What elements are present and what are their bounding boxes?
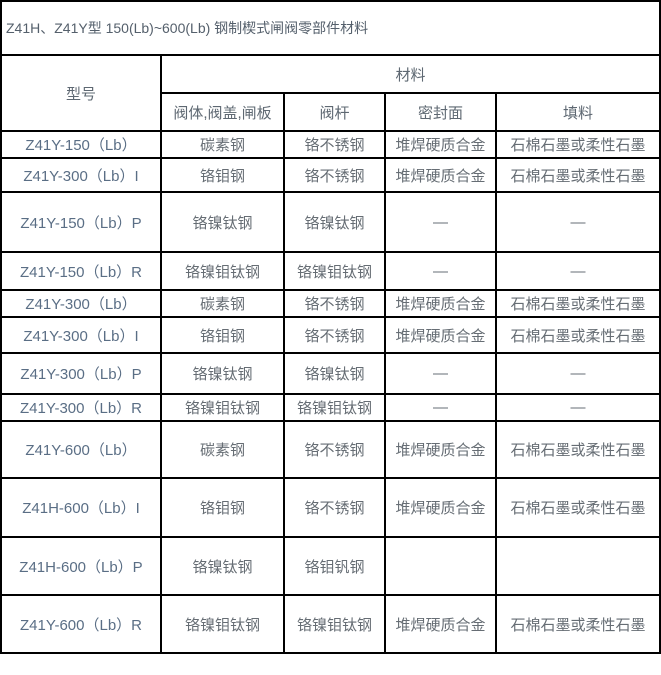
body-material-cell: 碳素钢 xyxy=(160,130,285,159)
body-material-cell: 铬镍钼钛钢 xyxy=(160,251,285,291)
valve-materials-table: Z41H、Z41Y型 150(Lb)~600(Lb) 钢制楔式闸阀零部件材料 型… xyxy=(0,0,661,654)
stem-material-cell: 铬镍钛钢 xyxy=(283,191,386,253)
seal-material-cell: 堆焊硬质合金 xyxy=(384,289,497,318)
stem-material-cell: 铬不锈钢 xyxy=(283,157,386,193)
column-header-sealing-face: 密封面 xyxy=(384,92,497,132)
packing-material-cell: — xyxy=(494,393,661,422)
title-row: Z41H、Z41Y型 150(Lb)~600(Lb) 钢制楔式闸阀零部件材料 xyxy=(0,0,661,56)
seal-material-cell: 堆焊硬质合金 xyxy=(384,477,497,538)
table-row: Z41Y-600（Lb） 碳素钢 铬不锈钢 堆焊硬质合金 石棉石墨或柔性石墨 xyxy=(0,420,661,479)
column-header-stem: 阀杆 xyxy=(283,92,386,132)
column-header-material-group: 材料 xyxy=(159,54,661,94)
model-cell: Z41Y-600（Lb）R xyxy=(0,594,162,654)
table-row: Z41Y-300（Lb） 碳素钢 铬不锈钢 堆焊硬质合金 石棉石墨或柔性石墨 xyxy=(0,289,661,318)
body-material-cell: 铬钼钢 xyxy=(160,477,285,538)
stem-material-cell: 铬不锈钢 xyxy=(283,316,386,354)
stem-material-cell: 铬镍钛钢 xyxy=(283,352,386,395)
model-cell: Z41Y-300（Lb） xyxy=(0,289,162,318)
seal-material-cell: — xyxy=(384,251,497,291)
column-header-model: 型号 xyxy=(0,54,162,132)
packing-material-cell xyxy=(494,536,661,596)
seal-material-cell: 堆焊硬质合金 xyxy=(384,157,497,193)
stem-material-cell: 铬不锈钢 xyxy=(283,420,386,479)
model-cell: Z41Y-150（Lb）P xyxy=(0,191,162,253)
seal-material-cell: 堆焊硬质合金 xyxy=(384,130,497,159)
header-row-sub: 阀体,阀盖,闸板 阀杆 密封面 填料 xyxy=(1,92,661,132)
body-material-cell: 铬钼钢 xyxy=(160,316,285,354)
stem-material-cell: 铬不锈钢 xyxy=(283,130,386,159)
packing-material-cell: 石棉石墨或柔性石墨 xyxy=(494,477,661,538)
seal-material-cell: 堆焊硬质合金 xyxy=(384,316,497,354)
stem-material-cell: 铬钼钒钢 xyxy=(283,536,386,596)
table-row: Z41Y-150（Lb） 碳素钢 铬不锈钢 堆焊硬质合金 石棉石墨或柔性石墨 xyxy=(0,130,661,159)
body-material-cell: 铬镍钛钢 xyxy=(160,191,285,253)
stem-material-cell: 铬镍钼钛钢 xyxy=(283,594,386,654)
model-cell: Z41Y-150（Lb）R xyxy=(0,251,162,291)
body-material-cell: 碳素钢 xyxy=(160,420,285,479)
seal-material-cell xyxy=(384,536,497,596)
seal-material-cell: — xyxy=(384,393,497,422)
table-row: Z41H-600（Lb）P 铬镍钛钢 铬钼钒钢 xyxy=(0,536,661,596)
table-row: Z41Y-600（Lb）R 铬镍钼钛钢 铬镍钼钛钢 堆焊硬质合金 石棉石墨或柔性… xyxy=(0,594,661,654)
table-row: Z41Y-300（Lb）I 铬钼钢 铬不锈钢 堆焊硬质合金 石棉石墨或柔性石墨 xyxy=(0,157,661,193)
model-cell: Z41H-600（Lb）P xyxy=(0,536,162,596)
body-material-cell: 铬镍钛钢 xyxy=(160,536,285,596)
model-cell: Z41Y-300（Lb）I xyxy=(0,316,162,354)
seal-material-cell: 堆焊硬质合金 xyxy=(384,420,497,479)
table-row: Z41Y-150（Lb）P 铬镍钛钢 铬镍钛钢 — — xyxy=(0,191,661,253)
column-header-packing: 填料 xyxy=(494,92,661,132)
stem-material-cell: 铬不锈钢 xyxy=(283,477,386,538)
packing-material-cell: 石棉石墨或柔性石墨 xyxy=(494,594,661,654)
packing-material-cell: — xyxy=(494,191,661,253)
packing-material-cell: 石棉石墨或柔性石墨 xyxy=(494,157,661,193)
model-cell: Z41Y-150（Lb） xyxy=(0,130,162,159)
table-row: Z41Y-150（Lb）R 铬镍钼钛钢 铬镍钼钛钢 — — xyxy=(0,251,661,291)
body-material-cell: 铬钼钢 xyxy=(160,157,285,193)
model-cell: Z41H-600（Lb）I xyxy=(0,477,162,538)
body-material-cell: 铬镍钼钛钢 xyxy=(160,594,285,654)
packing-material-cell: 石棉石墨或柔性石墨 xyxy=(494,289,661,318)
body-material-cell: 铬镍钛钢 xyxy=(160,352,285,395)
table-row: Z41Y-300（Lb）R 铬镍钼钛钢 铬镍钼钛钢 — — xyxy=(0,393,661,422)
model-cell: Z41Y-600（Lb） xyxy=(0,420,162,479)
body-material-cell: 碳素钢 xyxy=(160,289,285,318)
seal-material-cell: — xyxy=(384,352,497,395)
header-row-group: 型号 材料 xyxy=(0,54,661,132)
table-row: Z41Y-300（Lb）P 铬镍钛钢 铬镍钛钢 — — xyxy=(0,352,661,395)
packing-material-cell: — xyxy=(494,251,661,291)
packing-material-cell: — xyxy=(494,352,661,395)
packing-material-cell: 石棉石墨或柔性石墨 xyxy=(494,420,661,479)
model-cell: Z41Y-300（Lb）R xyxy=(0,393,162,422)
stem-material-cell: 铬镍钼钛钢 xyxy=(283,393,386,422)
seal-material-cell: — xyxy=(384,191,497,253)
table-row: Z41H-600（Lb）I 铬钼钢 铬不锈钢 堆焊硬质合金 石棉石墨或柔性石墨 xyxy=(0,477,661,538)
packing-material-cell: 石棉石墨或柔性石墨 xyxy=(494,130,661,159)
stem-material-cell: 铬镍钼钛钢 xyxy=(283,251,386,291)
body-material-cell: 铬镍钼钛钢 xyxy=(160,393,285,422)
table-row: Z41Y-300（Lb）I 铬钼钢 铬不锈钢 堆焊硬质合金 石棉石墨或柔性石墨 xyxy=(0,316,661,354)
table-title: Z41H、Z41Y型 150(Lb)~600(Lb) 钢制楔式闸阀零部件材料 xyxy=(0,0,661,56)
model-cell: Z41Y-300（Lb）P xyxy=(0,352,162,395)
stem-material-cell: 铬不锈钢 xyxy=(283,289,386,318)
packing-material-cell: 石棉石墨或柔性石墨 xyxy=(494,316,661,354)
model-cell: Z41Y-300（Lb）I xyxy=(0,157,162,193)
column-header-body-bonnet-disc: 阀体,阀盖,闸板 xyxy=(160,92,285,132)
seal-material-cell: 堆焊硬质合金 xyxy=(384,594,497,654)
